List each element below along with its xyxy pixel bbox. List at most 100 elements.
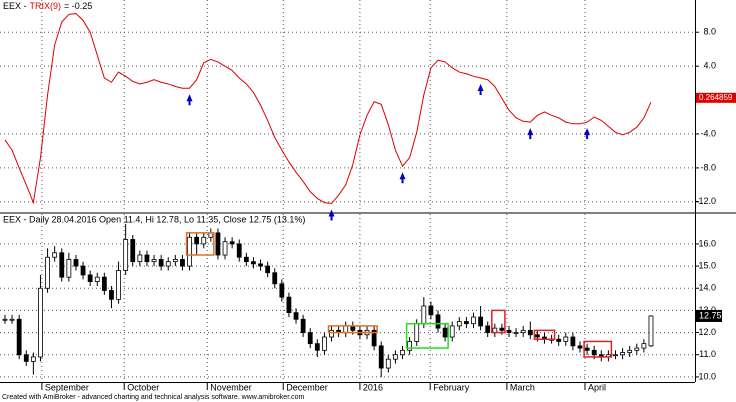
candle-body <box>563 336 569 342</box>
y-tick-label: -4.0 <box>700 128 716 138</box>
candle-body <box>570 336 576 347</box>
candle-body <box>371 329 377 347</box>
candle-body <box>194 236 200 245</box>
candle-body <box>527 329 533 336</box>
candle-body <box>229 241 235 245</box>
candle-body <box>116 270 121 300</box>
x-tick-label: December <box>286 382 328 392</box>
candle-body <box>286 296 292 314</box>
candle-body <box>16 318 22 356</box>
candle-body <box>9 318 15 321</box>
candle-body <box>94 276 100 282</box>
x-tick-label: 2016 <box>363 382 383 392</box>
candle-body <box>80 265 86 276</box>
candle-body <box>45 256 50 289</box>
candle-body <box>180 259 185 267</box>
indicator-ticker: EEX - <box>3 1 27 11</box>
candle-body <box>251 261 256 265</box>
candle-body <box>279 283 285 298</box>
y-tick-label: -12.0 <box>695 196 716 206</box>
candle-body <box>343 325 349 333</box>
pattern-box <box>491 309 506 334</box>
candle-body <box>478 316 484 327</box>
candle-body <box>449 325 455 338</box>
y-tick-label: -8.0 <box>700 162 716 172</box>
signal-arrow <box>527 128 534 140</box>
candle-body <box>648 315 654 347</box>
y-tick-label: 12.0 <box>698 327 716 337</box>
candle-body <box>165 261 171 267</box>
candle-body <box>499 327 505 331</box>
signal-arrow <box>584 128 591 140</box>
candle-body <box>172 259 178 263</box>
candle-body <box>130 239 136 263</box>
value-marker <box>696 92 736 103</box>
candle-body <box>385 358 391 369</box>
candle-body <box>151 259 157 263</box>
candle-body <box>123 239 129 271</box>
y-tick-label: 11.0 <box>699 349 716 359</box>
candle-body <box>158 259 164 267</box>
candle-body <box>641 343 647 349</box>
pattern-box <box>405 322 449 349</box>
value-marker <box>696 309 722 322</box>
candle-body <box>442 327 448 338</box>
value-marker-label: 12.75 <box>699 310 722 320</box>
x-tick-label: March <box>510 382 535 392</box>
value-marker-label: 0.264859 <box>699 93 733 102</box>
candle-body <box>144 254 150 263</box>
pattern-box <box>327 325 378 334</box>
pattern-box <box>185 232 215 256</box>
candle-body <box>52 252 58 258</box>
candle-body <box>471 316 476 325</box>
candle-body <box>464 321 469 325</box>
candle-body <box>421 305 427 325</box>
candle-body <box>222 241 228 256</box>
candle-body <box>393 354 398 360</box>
candle-body <box>520 329 526 333</box>
pattern-box <box>533 329 556 340</box>
candle-body <box>407 341 413 351</box>
candle-body <box>513 332 519 334</box>
x-tick-label: October <box>127 382 159 392</box>
candle-body <box>201 236 207 245</box>
candle-body <box>314 343 320 351</box>
candle-body <box>73 259 79 267</box>
candle-body <box>187 236 192 267</box>
candle-body <box>236 243 242 258</box>
candle-body <box>456 321 462 327</box>
candle-body <box>66 259 72 278</box>
candle-body <box>634 347 640 351</box>
candle-body <box>30 356 36 362</box>
candle-body <box>414 323 420 342</box>
candle-body <box>293 312 299 320</box>
signal-arrow <box>399 172 406 184</box>
signal-arrow <box>477 84 484 96</box>
candle-body <box>2 318 8 321</box>
candle-body <box>87 274 93 282</box>
candle-body <box>38 287 43 358</box>
x-tick-label: February <box>433 382 470 392</box>
x-tick-label: April <box>588 382 606 392</box>
footer: Created with AmiBroker - advanced charti… <box>2 394 304 401</box>
candle-body <box>272 272 278 285</box>
candle-body <box>627 349 633 353</box>
signal-arrow <box>328 209 335 221</box>
candle-body <box>535 334 540 338</box>
y-tick-label: 14.0 <box>698 283 716 293</box>
price-title: EEX - Daily 28.04.2016 Open 11.4, Hi 12.… <box>3 214 305 224</box>
candle-body <box>300 318 306 333</box>
candle-body <box>322 336 327 351</box>
y-tick-label: 10.0 <box>698 371 716 381</box>
candle-body <box>485 325 491 333</box>
y-tick-label: 15.0 <box>698 260 716 270</box>
candle-body <box>243 256 249 263</box>
candle-body <box>577 345 583 349</box>
candle-body <box>59 252 65 278</box>
indicator-title: EEX - TRIX(9) = -0.25 <box>3 1 92 11</box>
candle-body <box>620 352 625 356</box>
signal-arrow <box>186 94 193 106</box>
candle-body <box>556 338 562 342</box>
